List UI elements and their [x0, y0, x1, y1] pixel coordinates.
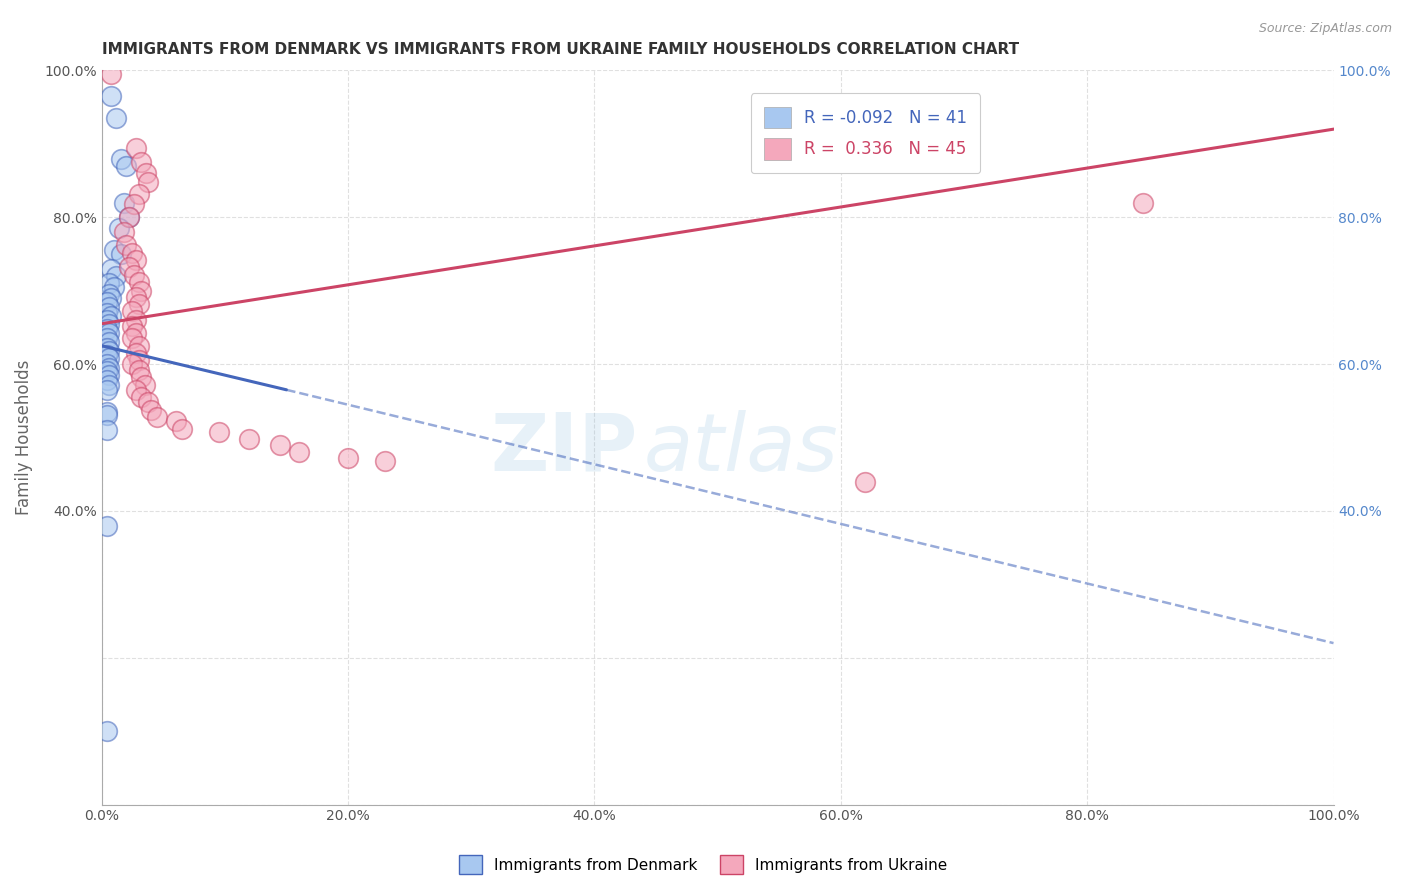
- Point: [134, 377, 156, 392]
- Point: [96, 341, 118, 355]
- Point: [122, 268, 145, 282]
- Point: [287, 445, 309, 459]
- Point: [98, 334, 121, 349]
- Point: [96, 405, 118, 419]
- Point: [122, 197, 145, 211]
- Point: [128, 297, 150, 311]
- Point: [96, 294, 118, 309]
- Point: [100, 67, 122, 81]
- Point: [98, 317, 121, 331]
- Point: [170, 422, 193, 436]
- Point: [128, 275, 150, 289]
- Legend: Immigrants from Denmark, Immigrants from Ukraine: Immigrants from Denmark, Immigrants from…: [453, 849, 953, 880]
- Point: [139, 402, 162, 417]
- Point: [125, 289, 148, 303]
- Point: [121, 304, 143, 318]
- Point: [96, 518, 118, 533]
- Point: [853, 475, 876, 489]
- Point: [98, 368, 121, 383]
- Point: [112, 195, 135, 210]
- Point: [96, 348, 118, 362]
- Point: [129, 155, 152, 169]
- Point: [112, 225, 135, 239]
- Point: [100, 291, 122, 305]
- Point: [103, 280, 125, 294]
- Y-axis label: Family Households: Family Households: [15, 359, 32, 516]
- Point: [269, 438, 291, 452]
- Point: [125, 140, 148, 154]
- Text: IMMIGRANTS FROM DENMARK VS IMMIGRANTS FROM UKRAINE FAMILY HOUSEHOLDS CORRELATION: IMMIGRANTS FROM DENMARK VS IMMIGRANTS FR…: [101, 42, 1019, 57]
- Point: [115, 159, 138, 173]
- Point: [146, 409, 169, 424]
- Point: [128, 353, 150, 368]
- Point: [118, 211, 141, 225]
- Point: [96, 423, 118, 437]
- Point: [103, 244, 125, 258]
- Point: [118, 211, 141, 225]
- Point: [128, 339, 150, 353]
- Point: [100, 261, 122, 276]
- Point: [98, 277, 121, 291]
- Point: [98, 360, 121, 375]
- Point: [100, 89, 122, 103]
- Point: [165, 414, 187, 428]
- Point: [96, 373, 118, 387]
- Point: [207, 425, 229, 439]
- Point: [125, 326, 148, 341]
- Point: [135, 166, 157, 180]
- Point: [125, 383, 148, 397]
- Point: [98, 351, 121, 366]
- Point: [96, 306, 118, 320]
- Point: [125, 313, 148, 327]
- Point: [129, 370, 152, 384]
- Point: [96, 322, 118, 336]
- Point: [121, 331, 143, 345]
- Point: [121, 245, 143, 260]
- Point: [121, 357, 143, 371]
- Legend: R = -0.092   N = 41, R =  0.336   N = 45: R = -0.092 N = 41, R = 0.336 N = 45: [751, 94, 980, 173]
- Point: [98, 287, 121, 301]
- Point: [96, 331, 118, 345]
- Point: [374, 454, 396, 468]
- Point: [96, 357, 118, 371]
- Point: [108, 221, 131, 235]
- Point: [98, 326, 121, 341]
- Point: [336, 451, 359, 466]
- Point: [96, 383, 118, 397]
- Point: [118, 260, 141, 275]
- Point: [98, 300, 121, 314]
- Point: [100, 310, 122, 324]
- Point: [138, 175, 160, 189]
- Point: [121, 318, 143, 333]
- Point: [98, 343, 121, 358]
- Point: [125, 346, 148, 360]
- Point: [96, 724, 118, 739]
- Point: [98, 377, 121, 392]
- Point: [115, 238, 138, 252]
- Point: [129, 390, 152, 404]
- Point: [238, 432, 260, 446]
- Point: [128, 363, 150, 377]
- Point: [125, 252, 148, 267]
- Point: [110, 152, 132, 166]
- Point: [1132, 195, 1154, 210]
- Point: [96, 364, 118, 378]
- Text: atlas: atlas: [644, 409, 838, 488]
- Point: [128, 186, 150, 201]
- Text: Source: ZipAtlas.com: Source: ZipAtlas.com: [1258, 22, 1392, 36]
- Point: [105, 268, 128, 283]
- Point: [96, 313, 118, 327]
- Point: [110, 247, 132, 261]
- Point: [96, 409, 118, 423]
- Point: [129, 284, 152, 298]
- Point: [138, 395, 160, 409]
- Text: ZIP: ZIP: [491, 409, 637, 488]
- Point: [105, 111, 128, 125]
